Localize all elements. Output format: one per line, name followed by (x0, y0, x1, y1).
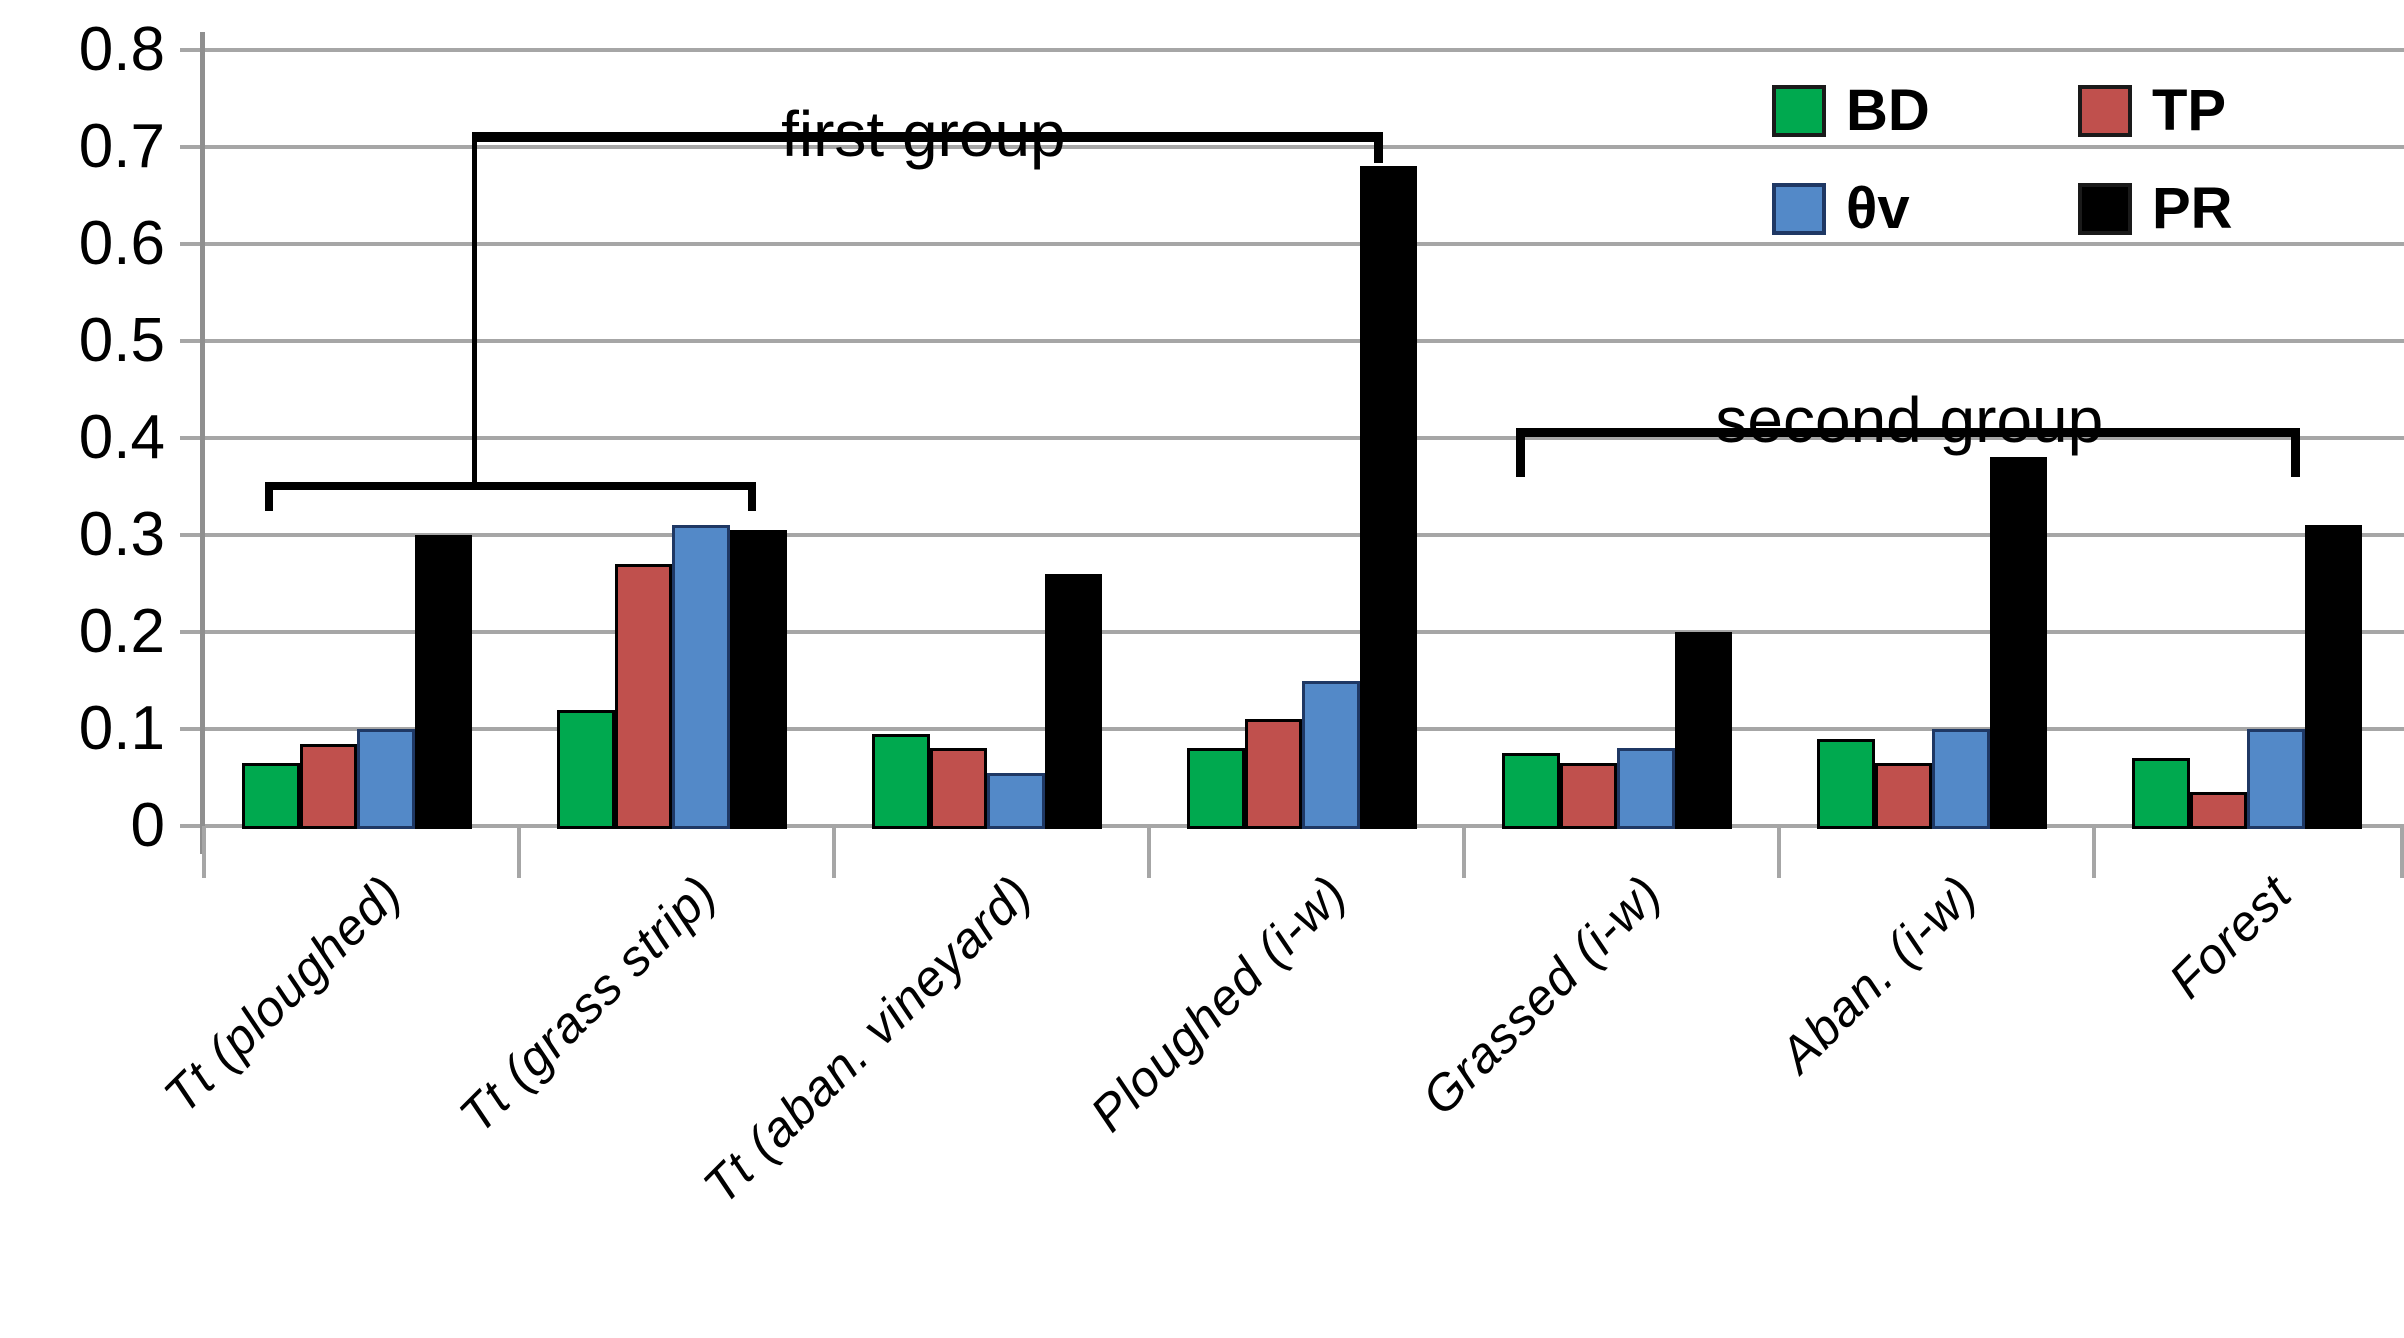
x-category-label: Forest (2158, 864, 2303, 1009)
y-axis-line (200, 32, 205, 854)
y-axis-tick-label: 0.1 (78, 694, 165, 763)
gridline (180, 242, 2404, 246)
bar-PR-4 (1359, 166, 1417, 829)
bar-TP-3 (929, 748, 987, 829)
y-axis-tick-label: 0.2 (78, 597, 165, 666)
x-axis-tick (202, 826, 206, 878)
legend-label-pr: PR (2152, 176, 2233, 241)
legend-label-bd: BD (1846, 78, 1930, 143)
second-group-bracket (1515, 428, 2300, 477)
bar-PR-1 (414, 535, 472, 829)
legend-label-tp: TP (2152, 78, 2227, 143)
y-axis-tick-label: 0.7 (78, 112, 165, 181)
bar-θv-3 (987, 772, 1045, 829)
thetav-swatch (1772, 183, 1826, 235)
x-axis-tick (1147, 826, 1151, 878)
legend-item-pr: PR (2078, 180, 2233, 238)
first-group-label: first group (781, 97, 1066, 170)
x-axis-tick (1777, 826, 1781, 878)
y-axis-tick-label: 0 (130, 791, 165, 860)
bar-PR-5 (1674, 632, 1732, 829)
bar-BD-3 (872, 733, 930, 829)
gridline (180, 145, 2404, 149)
x-category-label: Aban. (i-w) (1769, 864, 1988, 1084)
x-axis-tick (1462, 826, 1466, 878)
x-category-label: Ploughed (i-w) (1079, 864, 1358, 1143)
bar-θv-5 (1617, 748, 1675, 829)
x-category-label: Tt (aban. vineyard) (692, 864, 1043, 1215)
second-group-label: second group (1715, 383, 2104, 456)
legend-label-thetav: θv (1846, 176, 1910, 241)
legend-item-bd: BD (1772, 82, 1930, 140)
gridline (180, 436, 2404, 440)
first-group-top-line (474, 132, 1384, 163)
legend-item-thetav: θv (1772, 180, 1910, 238)
legend-item-tp: TP (2078, 82, 2226, 140)
y-axis-tick-label: 0.4 (78, 403, 165, 472)
bar-TP-1 (299, 743, 357, 829)
bar-PR-3 (1044, 573, 1102, 829)
gridline (180, 533, 2404, 537)
bar-BD-4 (1187, 748, 1245, 829)
y-axis-tick-label: 0.5 (78, 306, 165, 375)
bar-BD-5 (1502, 753, 1560, 829)
bar-BD-2 (557, 709, 615, 829)
gridline (180, 339, 2404, 343)
bar-PR-2 (729, 530, 787, 829)
pr-swatch (2078, 183, 2132, 235)
bar-BD-1 (242, 762, 300, 829)
first-group-lower-bracket (265, 481, 757, 511)
first-group-stem (472, 132, 478, 482)
bar-PR-6 (1989, 457, 2047, 829)
y-axis-tick-label: 0.8 (78, 15, 165, 84)
bar-BD-7 (2132, 758, 2190, 829)
y-axis-tick-label: 0.3 (78, 500, 165, 569)
bar-TP-2 (614, 564, 672, 829)
bar-TP-5 (1559, 762, 1617, 829)
x-axis-tick (2092, 826, 2096, 878)
bar-BD-6 (1817, 738, 1875, 829)
x-axis-tick (2400, 826, 2404, 878)
x-axis-tick (832, 826, 836, 878)
tp-swatch (2078, 85, 2132, 137)
bar-PR-7 (2304, 525, 2362, 829)
x-axis-tick (517, 826, 521, 878)
bar-θv-1 (357, 729, 415, 829)
bar-θv-6 (1932, 729, 1990, 829)
gridline (180, 630, 2404, 634)
gridline (180, 48, 2404, 52)
bar-θv-4 (1302, 680, 1360, 829)
bar-TP-4 (1244, 719, 1302, 829)
bar-θv-7 (2247, 729, 2305, 829)
bd-swatch (1772, 85, 1826, 137)
bar-TP-7 (2189, 792, 2247, 829)
bar-TP-6 (1874, 762, 1932, 829)
bar-θv-2 (672, 525, 730, 829)
y-axis-tick-label: 0.6 (78, 209, 165, 278)
x-category-label: Grassed (i-w) (1411, 864, 1673, 1126)
